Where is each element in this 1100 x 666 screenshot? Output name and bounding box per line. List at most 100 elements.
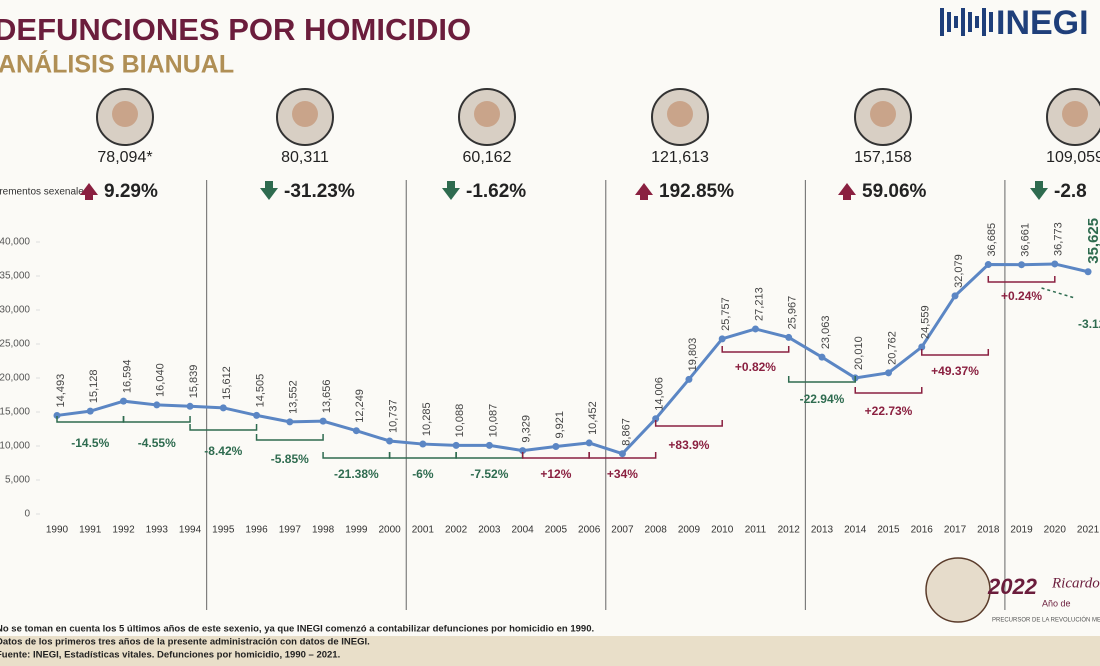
- change-bracket: [255, 434, 324, 441]
- change-label: -8.42%: [204, 444, 242, 458]
- sexenio-change: -2.8: [1054, 181, 1087, 202]
- change-label: -5.85%: [271, 452, 309, 466]
- change-label: -21.38%: [334, 467, 379, 481]
- point: [918, 343, 926, 351]
- y-tick-label: 10,000: [0, 441, 30, 452]
- x-tick-label: 1998: [312, 525, 335, 536]
- value-label: 24,559: [920, 305, 932, 339]
- value-label: 15,839: [188, 365, 200, 399]
- point: [1018, 261, 1026, 269]
- value-label: 35,625: [1085, 218, 1100, 264]
- change-bracket: [787, 376, 856, 383]
- sexenio-total: 80,311: [281, 149, 329, 166]
- x-tick-label: 1999: [345, 525, 368, 536]
- trend-arrow: [80, 183, 98, 200]
- x-tick-label: 2005: [545, 525, 568, 536]
- value-label: 15,612: [221, 366, 233, 400]
- x-tick-label: 2019: [1010, 525, 1033, 536]
- portrait-face: [474, 101, 500, 127]
- point: [519, 447, 527, 455]
- change-label: +0.82%: [735, 360, 776, 374]
- x-tick-label: 2008: [645, 525, 668, 536]
- x-tick-label: 1996: [245, 525, 268, 536]
- x-tick-label: 1991: [79, 525, 102, 536]
- change-label: +22.73%: [865, 404, 913, 418]
- portrait-face: [667, 101, 693, 127]
- logo-mark: [961, 8, 965, 36]
- value-label: 10,452: [587, 401, 599, 435]
- point: [186, 402, 194, 410]
- value-label: 19,803: [687, 338, 699, 372]
- point: [552, 443, 560, 451]
- value-label: 12,249: [354, 389, 366, 423]
- value-label: 10,088: [454, 404, 466, 438]
- portrait-face: [112, 101, 138, 127]
- point: [885, 369, 892, 377]
- x-tick-label: 2016: [911, 525, 934, 536]
- x-tick-label: 2006: [578, 525, 601, 536]
- value-label: 25,757: [720, 297, 732, 331]
- point: [751, 325, 759, 333]
- trend-arrow: [442, 181, 460, 200]
- logo-mark: [968, 12, 972, 32]
- point: [951, 292, 959, 300]
- x-tick-label: 2000: [378, 525, 401, 536]
- value-label: 15,128: [88, 369, 100, 403]
- y-tick-label: 5,000: [5, 475, 30, 486]
- x-tick-label: 2007: [611, 525, 634, 536]
- portrait-face: [292, 101, 318, 127]
- value-label: 10,285: [421, 402, 433, 436]
- point: [319, 417, 327, 425]
- value-label: 9,329: [521, 415, 533, 443]
- value-label: 14,505: [254, 374, 266, 408]
- value-label: 27,213: [753, 287, 765, 321]
- change-label: +0.24%: [1001, 289, 1042, 303]
- change-label: -7.52%: [470, 467, 508, 481]
- change-label: +83.9%: [668, 438, 709, 452]
- value-label: 36,773: [1053, 222, 1065, 256]
- badge-motto: PRECURSOR DE LA REVOLUCIÓN MEXICANA: [992, 617, 1100, 624]
- logo-mark: [947, 12, 951, 32]
- value-label: 32,079: [953, 254, 965, 288]
- subtitle: ANÁLISIS BIANUAL: [0, 50, 234, 79]
- y-tick-label: 0: [24, 509, 30, 520]
- point: [286, 418, 294, 426]
- footnote: No se toman en cuenta los 5 últimos años…: [0, 624, 594, 635]
- change-bracket: [588, 452, 657, 459]
- sexenio-total: 109,059: [1046, 149, 1100, 166]
- logo-mark: [989, 12, 993, 32]
- point: [153, 401, 161, 409]
- change-label: +34%: [607, 467, 638, 481]
- portrait-face: [870, 101, 896, 127]
- x-tick-label: 1994: [179, 525, 202, 536]
- sexenio-change: 9.29%: [104, 181, 158, 202]
- point: [219, 404, 227, 412]
- x-tick-label: 2009: [678, 525, 701, 536]
- trend-arrow: [838, 183, 856, 200]
- value-label: 36,685: [986, 223, 998, 257]
- change-bracket: [654, 420, 723, 427]
- x-tick-label: 2002: [445, 525, 468, 536]
- value-label: 16,040: [155, 363, 167, 397]
- change-bracket: [721, 346, 790, 353]
- x-tick-label: 2020: [1044, 525, 1067, 536]
- point: [618, 450, 626, 458]
- sexenio-total: 78,094*: [97, 149, 152, 166]
- value-label: 14,006: [654, 377, 666, 411]
- x-tick-label: 2018: [977, 525, 1000, 536]
- badge-portrait: [925, 557, 991, 623]
- logo-mark: [975, 16, 979, 28]
- point: [86, 407, 94, 415]
- change-label: -4.55%: [138, 436, 176, 450]
- x-tick-label: 1992: [112, 525, 135, 536]
- x-tick-label: 2015: [877, 525, 900, 536]
- value-label: 14,493: [55, 374, 67, 408]
- y-tick-label: 20,000: [0, 373, 30, 384]
- trend-arrow: [1030, 181, 1048, 200]
- change-label: +49.37%: [931, 364, 979, 378]
- sexenio-total: 60,162: [463, 149, 512, 166]
- point: [785, 333, 793, 341]
- value-label: 10,737: [388, 399, 400, 433]
- point: [253, 411, 261, 419]
